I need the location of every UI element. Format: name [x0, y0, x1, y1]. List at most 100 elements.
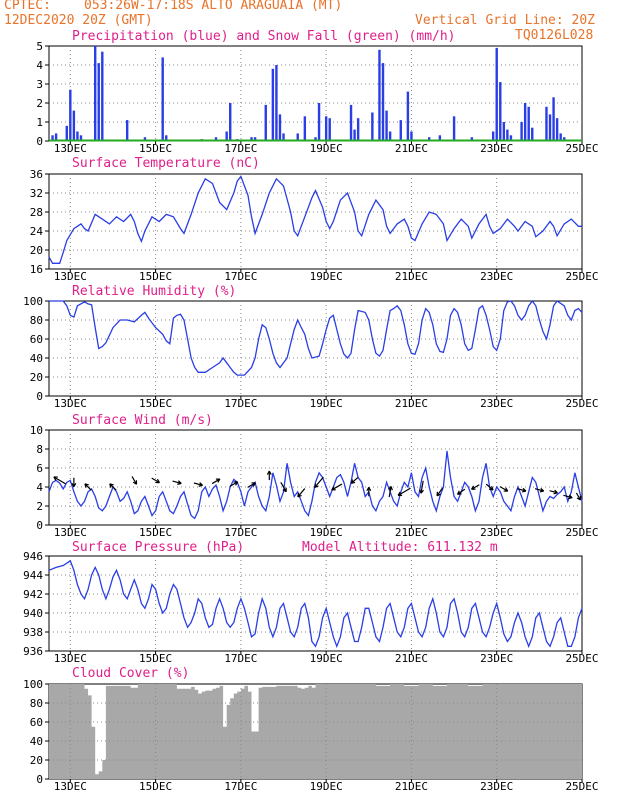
panel-4: 936 938 940 942 944 946 13DEC 15DEC 17DEC 19DEC 21… [23, 550, 598, 665]
y-tick-label: 28 [30, 206, 43, 219]
panel-5: 0 20 40 60 80 100 13DEC 15DEC 17DEC 19DEC 21DEC 23D… [23, 678, 598, 793]
y-tick-label: 36 [30, 168, 43, 181]
wind-arrow-head [71, 482, 75, 488]
y-tick-label: 20 [30, 371, 43, 384]
panel-frame [48, 300, 583, 397]
precip-bar [548, 114, 552, 141]
wind-arrow [436, 487, 444, 497]
precip-bar [559, 133, 562, 141]
y-tick-label: 5 [36, 40, 43, 53]
wind-arrow-head [390, 486, 393, 491]
precip-bar [527, 106, 530, 141]
humidity-line [49, 299, 583, 376]
wind-arrow [53, 476, 66, 485]
y-tick-label: 80 [30, 697, 43, 710]
x-tick-label: 13DEC [54, 270, 87, 283]
x-tick-label: 15DEC [139, 526, 172, 539]
precip-bar [65, 125, 68, 141]
precip-bar [371, 112, 374, 141]
run-time-label: 12DEC2020 20Z (GMT) [4, 13, 153, 28]
wind-arrow-head [419, 489, 422, 494]
y-tick-label: 4 [36, 59, 43, 72]
wind-arrow [499, 486, 509, 492]
x-tick-label: 21DEC [395, 397, 428, 410]
wind-arrow-head [132, 481, 137, 485]
precip-bar [271, 68, 275, 141]
precip-bar [470, 137, 474, 141]
precip-bar [356, 118, 360, 141]
x-tick-label: 25DEC [565, 526, 598, 539]
x-tick-label: 23DEC [480, 142, 513, 155]
x-tick-label: 17DEC [224, 780, 257, 793]
wind-arrow-head [314, 483, 317, 488]
precip-bar [79, 135, 83, 141]
x-tick-label: 23DEC [480, 397, 513, 410]
wind-arrow-head [282, 489, 287, 493]
precip-bar [378, 49, 381, 141]
precip-bar [165, 135, 168, 141]
x-tick-label: 15DEC [139, 652, 172, 665]
wind-arrows [53, 470, 582, 501]
y-tick-label: 4 [36, 481, 43, 494]
y-tick-label: 6 [36, 462, 43, 475]
temperature-line [48, 175, 582, 264]
x-tick-label: 17DEC [224, 270, 257, 283]
wind-arrow [280, 482, 287, 492]
wind-arrow [193, 482, 203, 486]
panel-frame [48, 173, 583, 270]
precip-bar [509, 135, 513, 141]
x-tick-label: 19DEC [310, 526, 343, 539]
precip-bar [317, 103, 321, 141]
y-tick-label: 10 [30, 424, 43, 437]
precip-bar [282, 133, 285, 141]
y-tick-label: 8 [36, 443, 43, 456]
wind-arrow [172, 480, 182, 484]
wind-arrow-head [470, 485, 475, 490]
x-tick-label: 13DEC [54, 780, 87, 793]
cloud-title: Cloud Cover (%) [72, 666, 190, 681]
y-tick-label: 3 [36, 78, 43, 91]
x-tick-label: 19DEC [310, 142, 343, 155]
y-tick-label: 938 [23, 626, 43, 639]
precip-bar [324, 116, 328, 141]
wind-arrow [517, 488, 527, 492]
x-tick-label: 21DEC [395, 526, 428, 539]
wind-arrow-head [456, 490, 460, 495]
wind-arrow-head [489, 488, 494, 491]
wind-arrow [297, 488, 306, 498]
y-tick-label: 60 [30, 333, 43, 346]
model-altitude-label: Model Altitude: 611.132 m [302, 540, 498, 555]
x-tick-label: 15DEC [139, 780, 172, 793]
x-tick-label: 21DEC [395, 780, 428, 793]
panel-frame [48, 429, 583, 526]
wind-arrow-head [350, 479, 354, 484]
wind-arrow-head [539, 490, 544, 493]
panel-1: 16 20 24 28 32 36 13DEC 15DEC 17DEC 19DEC 21DEC 23D… [30, 168, 599, 283]
wind-arrow [314, 476, 324, 488]
wind-arrow [388, 486, 392, 498]
humidity-title: Relative Humidity (%) [72, 284, 237, 299]
precip-bar [531, 127, 534, 141]
precip-bar [214, 137, 218, 141]
wind-arrow-head [252, 482, 256, 487]
precip-bar [161, 57, 164, 141]
wind-arrow [331, 483, 343, 491]
precip-bar [250, 137, 253, 141]
precip-bar [278, 114, 282, 141]
precip-bar [296, 133, 299, 141]
precip-bar [410, 131, 413, 141]
precip-bar [69, 89, 72, 141]
precip-bar [275, 65, 278, 141]
y-tick-label: 0 [36, 135, 43, 148]
x-tick-label: 25DEC [565, 397, 598, 410]
x-tick-label: 25DEC [565, 142, 598, 155]
x-tick-label: 23DEC [480, 780, 513, 793]
precip-bar [388, 131, 392, 141]
cloud-cover-area [49, 684, 582, 779]
wind-arrow-head [397, 491, 401, 496]
panel-3: 0 2 4 6 8 10 13DEC 15DEC 17DEC 19DEC 21DEC 23DEC 25D… [30, 424, 599, 539]
wind-arrow-head [198, 484, 203, 487]
x-tick-label: 17DEC [224, 397, 257, 410]
x-tick-label: 13DEC [54, 397, 87, 410]
wind-title: Surface Wind (m/s) [72, 413, 213, 428]
